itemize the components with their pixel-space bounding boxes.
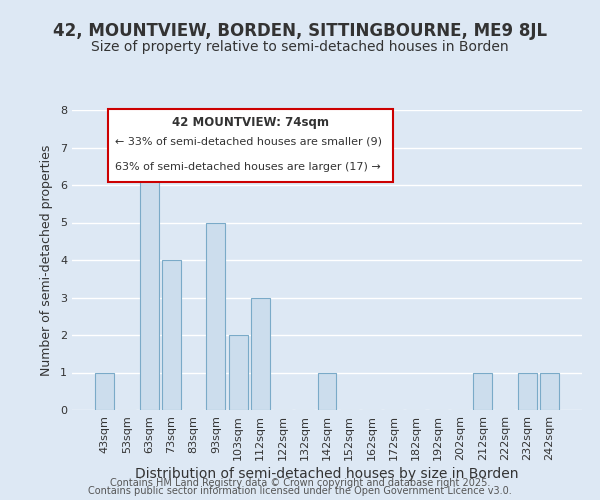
- Text: Size of property relative to semi-detached houses in Borden: Size of property relative to semi-detach…: [91, 40, 509, 54]
- Bar: [206, 222, 225, 410]
- Bar: [540, 372, 559, 410]
- Bar: [473, 372, 492, 410]
- Text: 42, MOUNTVIEW, BORDEN, SITTINGBOURNE, ME9 8JL: 42, MOUNTVIEW, BORDEN, SITTINGBOURNE, ME…: [53, 22, 547, 40]
- Bar: [518, 372, 536, 410]
- Text: ← 33% of semi-detached houses are smaller (9): ← 33% of semi-detached houses are smalle…: [115, 136, 382, 146]
- Bar: [140, 148, 158, 410]
- Text: 63% of semi-detached houses are larger (17) →: 63% of semi-detached houses are larger (…: [115, 162, 381, 172]
- Bar: [95, 372, 114, 410]
- Text: 42 MOUNTVIEW: 74sqm: 42 MOUNTVIEW: 74sqm: [172, 116, 329, 129]
- Bar: [229, 335, 248, 410]
- Bar: [317, 372, 337, 410]
- X-axis label: Distribution of semi-detached houses by size in Borden: Distribution of semi-detached houses by …: [135, 467, 519, 481]
- Y-axis label: Number of semi-detached properties: Number of semi-detached properties: [40, 144, 53, 376]
- Text: Contains public sector information licensed under the Open Government Licence v3: Contains public sector information licen…: [88, 486, 512, 496]
- Bar: [162, 260, 181, 410]
- Bar: [251, 298, 270, 410]
- FancyBboxPatch shape: [108, 108, 394, 182]
- Text: Contains HM Land Registry data © Crown copyright and database right 2025.: Contains HM Land Registry data © Crown c…: [110, 478, 490, 488]
